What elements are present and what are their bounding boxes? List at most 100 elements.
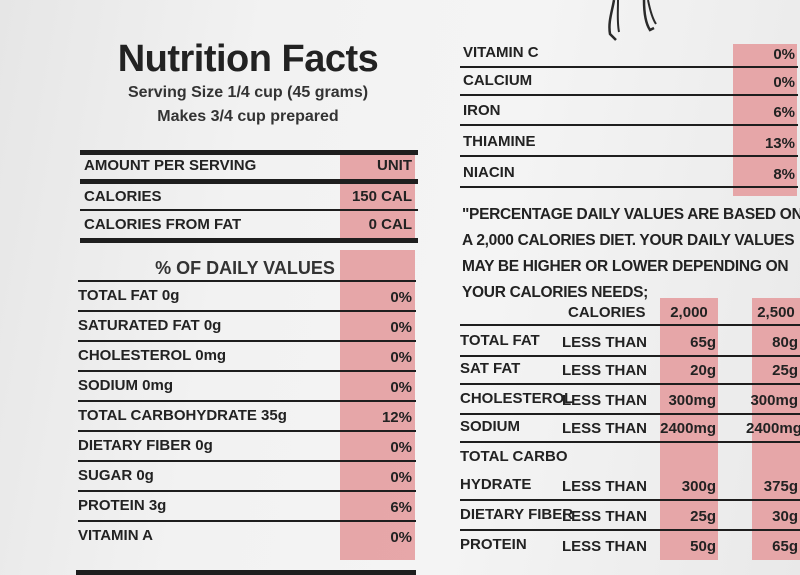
nutrient-percent: 0% [390, 439, 412, 456]
reference-qualifier: LESS THAN [562, 420, 648, 437]
fat-calories-value: 0 CAL [368, 216, 412, 233]
nutrient-name: VITAMIN A [78, 527, 153, 544]
reference-2000-value: 50g [690, 538, 716, 555]
rule [460, 441, 800, 443]
vitamin-name: VITAMIN C [463, 44, 539, 61]
reference-nutrient: HYDRATE [460, 476, 532, 493]
rule [78, 370, 416, 372]
rule [460, 383, 800, 385]
rule [76, 570, 416, 575]
nutrient-percent: 0% [390, 379, 412, 396]
reference-2000-header: 2,000 [670, 304, 708, 321]
rule [80, 179, 418, 184]
nutrient-percent: 0% [390, 529, 412, 546]
vitamin-percent: 0% [773, 74, 795, 91]
unit-header: UNIT [377, 157, 412, 174]
rule [80, 150, 418, 155]
rule [78, 520, 416, 522]
nutrient-name: PROTEIN 3g [78, 497, 167, 514]
rule [80, 238, 418, 243]
nutrient-percent: 0% [390, 289, 412, 306]
rule [78, 310, 416, 312]
rule [460, 66, 798, 68]
vitamin-percent: 8% [773, 166, 795, 183]
reference-calories-header: CALORIES [568, 304, 646, 321]
nutrient-name: TOTAL CARBOHYDRATE 35g [78, 407, 287, 424]
calories-label: CALORIES [84, 188, 162, 205]
vitamin-percent: 0% [773, 46, 795, 63]
nutrient-name: DIETARY FIBER 0g [78, 437, 213, 454]
highlight-percent-column [340, 250, 415, 560]
reference-2500-value: 80g [772, 334, 798, 351]
amount-per-serving-header: AMOUNT PER SERVING [84, 157, 257, 174]
rule [78, 490, 416, 492]
reference-nutrient: TOTAL CARBO [460, 448, 568, 465]
rule [78, 280, 416, 282]
nutrient-percent: 0% [390, 349, 412, 366]
nutrient-name: SODIUM 0mg [78, 377, 174, 394]
rule [78, 400, 416, 402]
rule [460, 155, 798, 157]
label-title: Nutrition Facts [117, 38, 379, 80]
rule [78, 340, 416, 342]
nutrient-name: CHOLESTEROL 0mg [78, 347, 227, 364]
reference-qualifier: LESS THAN [562, 392, 648, 409]
rule [460, 186, 798, 188]
reference-nutrient: SAT FAT [460, 360, 521, 377]
reference-nutrient: DIETARY FIBER [460, 506, 574, 523]
calories-value: 150 CAL [351, 188, 412, 205]
reference-2000-value: 300mg [668, 392, 716, 409]
reference-2000-value: 2400mg [660, 420, 716, 437]
daily-values-heading: % OF DAILY VALUES [155, 258, 335, 278]
highlight-2000-column [660, 298, 718, 560]
reference-2500-value: 25g [772, 362, 798, 379]
reference-2500-header: 2,500 [757, 304, 795, 321]
makes-prepared: Makes 3/4 cup prepared [157, 108, 339, 125]
vitamin-name: THIAMINE [463, 133, 536, 150]
reference-2500-value: 65g [772, 538, 798, 555]
rule [460, 324, 800, 326]
doodle-drawing [608, 0, 657, 41]
reference-2000-value: 300g [681, 478, 716, 495]
reference-qualifier: LESS THAN [562, 362, 648, 379]
highlight-unit-column [340, 155, 415, 243]
rule [460, 124, 798, 126]
footnote-line: MAY BE HIGHER OR LOWER DEPENDING ON [462, 258, 789, 275]
reference-2500-value: 300mg [750, 392, 798, 409]
reference-2000-value: 25g [690, 508, 716, 525]
reference-2000-value: 65g [690, 334, 716, 351]
rule [460, 499, 800, 501]
reference-2000-value: 20g [690, 362, 716, 379]
rule [460, 355, 800, 357]
nutrient-name: SATURATED FAT 0g [78, 317, 222, 334]
reference-2500-value: 375g [763, 478, 798, 495]
vitamin-percent: 6% [773, 104, 795, 121]
nutrient-percent: 0% [390, 319, 412, 336]
rule [460, 413, 800, 415]
reference-qualifier: LESS THAN [562, 478, 648, 495]
nutrient-percent: 0% [390, 469, 412, 486]
highlight-vitamin-column [733, 44, 797, 196]
reference-nutrient: PROTEIN [460, 536, 527, 553]
rule [80, 209, 418, 211]
rule [460, 94, 798, 96]
reference-2500-value: 2400mg [746, 420, 800, 437]
nutrient-percent: 12% [381, 409, 412, 426]
nutrient-name: TOTAL FAT 0g [78, 287, 180, 304]
footnote-line: A 2,000 CALORIES DIET. YOUR DAILY VALUES [462, 232, 795, 249]
reference-qualifier: LESS THAN [562, 538, 648, 555]
highlight-2500-column [752, 298, 800, 560]
vitamin-name: IRON [463, 102, 501, 119]
reference-qualifier: LESS THAN [562, 508, 648, 525]
reference-nutrient: CHOLESTEROL [460, 390, 574, 407]
reference-qualifier: LESS THAN [562, 334, 648, 351]
nutrient-percent: 6% [390, 499, 412, 516]
rule [460, 529, 800, 531]
fat-calories-label: CALORIES FROM FAT [84, 216, 242, 233]
nutrient-name: SUGAR 0g [78, 467, 154, 484]
footnote-line: "PERCENTAGE DAILY VALUES ARE BASED ON [462, 206, 800, 223]
reference-nutrient: TOTAL FAT [460, 332, 540, 349]
vitamin-percent: 13% [764, 135, 795, 152]
rule [78, 460, 416, 462]
